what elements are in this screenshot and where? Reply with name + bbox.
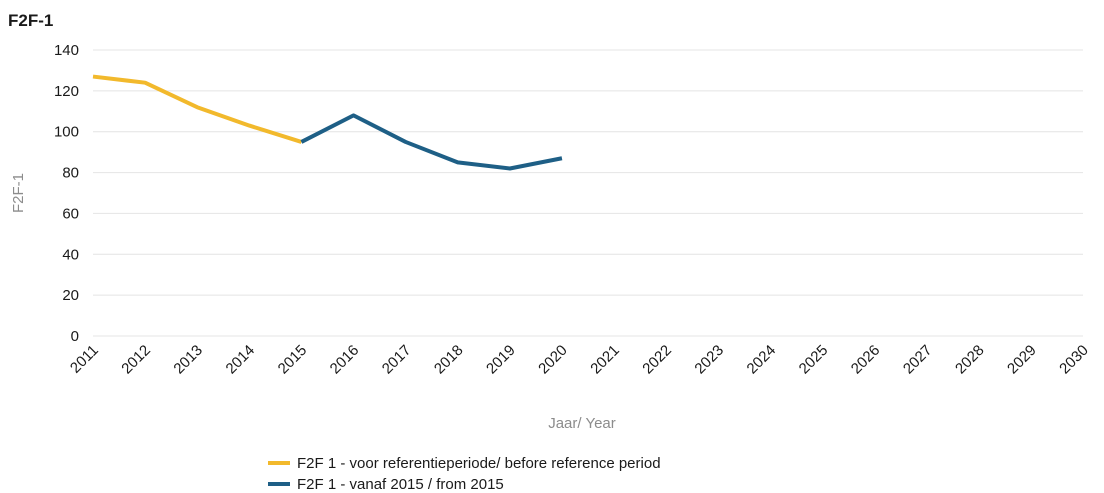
x-tick-label: 2012 [118, 342, 154, 378]
x-tick-label: 2021 [587, 342, 623, 378]
y-tick-label: 140 [54, 42, 79, 59]
x-tick-label: 2013 [170, 342, 206, 378]
legend: F2F 1 - voor referentieperiode/ before r… [268, 455, 661, 493]
x-tick-label: 2027 [900, 342, 936, 378]
y-tick-label: 40 [62, 246, 79, 263]
chart-title: F2F-1 [8, 11, 53, 30]
x-tick-label: 2023 [691, 342, 727, 378]
x-tick-label: 2029 [1004, 342, 1040, 378]
y-tick-label: 60 [62, 205, 79, 222]
x-tick-label: 2028 [952, 342, 988, 378]
y-axis-title: F2F-1 [10, 173, 27, 213]
legend-label: F2F 1 - voor referentieperiode/ before r… [297, 455, 661, 472]
y-axis-ticks: 0 20 40 60 80 100 120 140 [54, 42, 79, 345]
x-axis-title: Jaar/ Year [548, 415, 616, 432]
series-line-1 [300, 113, 563, 171]
x-tick-label: 2015 [275, 342, 311, 378]
y-tick-label: 20 [62, 287, 79, 304]
x-tick-label: 2017 [379, 342, 415, 378]
x-axis-ticks: 2011 2012 2013 2014 2015 2016 2017 2018 2019 2020… [67, 342, 1092, 378]
gridlines [93, 49, 1083, 337]
x-tick-label: 2018 [431, 342, 467, 378]
y-tick-label: 0 [71, 328, 79, 345]
x-tick-label: 2030 [1056, 342, 1092, 378]
legend-label: F2F 1 - vanaf 2015 / from 2015 [297, 476, 504, 493]
y-tick-label: 100 [54, 124, 79, 141]
series-lines [92, 74, 563, 171]
x-tick-label: 2016 [327, 342, 363, 378]
x-tick-label: 2024 [744, 342, 780, 378]
x-tick-label: 2014 [223, 342, 259, 378]
x-tick-label: 2025 [796, 342, 832, 378]
x-tick-label: 2026 [848, 342, 884, 378]
x-tick-label: 2020 [535, 342, 571, 378]
x-tick-label: 2019 [483, 342, 519, 378]
x-tick-label: 2011 [67, 342, 102, 377]
x-tick-label: 2022 [639, 342, 675, 378]
y-tick-label: 80 [62, 165, 79, 182]
y-tick-label: 120 [54, 83, 79, 100]
